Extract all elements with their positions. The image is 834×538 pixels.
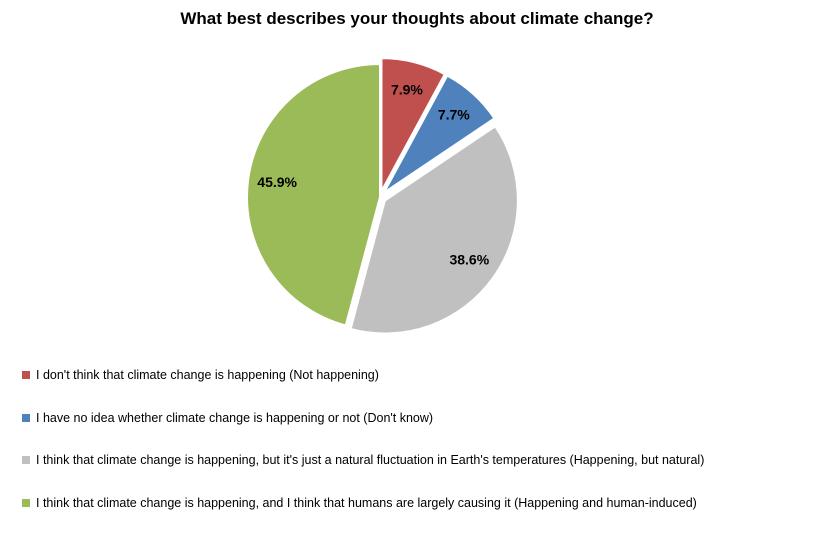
chart-title: What best describes your thoughts about … [180, 9, 654, 28]
slice-label-happening-human-induced: 45.9% [257, 174, 297, 190]
legend-swatch [22, 371, 30, 379]
pie-slice-happening-human-induced [246, 62, 381, 327]
legend-label: I don't think that climate change is hap… [36, 368, 379, 382]
slice-label-dont-know: 7.7% [438, 106, 470, 122]
legend-item-happening-human-induced: I think that climate change is happening… [22, 496, 822, 510]
pie-slice-not-happening [380, 57, 447, 192]
legend-swatch [22, 498, 30, 507]
legend-swatch [22, 413, 30, 422]
legend-label: I think that climate change is happening… [36, 453, 705, 467]
slice-label-happening-natural: 38.6% [449, 251, 489, 267]
legend-item-happening-natural: I think that climate change is happening… [22, 453, 822, 467]
legend-label: I have no idea whether climate change is… [36, 410, 434, 425]
legend-label: I think that climate change is happening… [36, 495, 697, 510]
legend-item-not-happening: I don't think that climate change is hap… [22, 368, 822, 382]
pie-slice-dont-know [383, 74, 496, 194]
legend-item-dont-know: I have no idea whether climate change is… [22, 411, 822, 425]
slice-label-not-happening: 7.9% [391, 81, 423, 97]
pie-chart: 7.9% 7.7% 38.6% 45.9% [246, 57, 519, 335]
pie-slice-happening-natural [349, 124, 519, 335]
legend: I don't think that climate change is hap… [22, 368, 822, 538]
legend-swatch [22, 456, 30, 464]
